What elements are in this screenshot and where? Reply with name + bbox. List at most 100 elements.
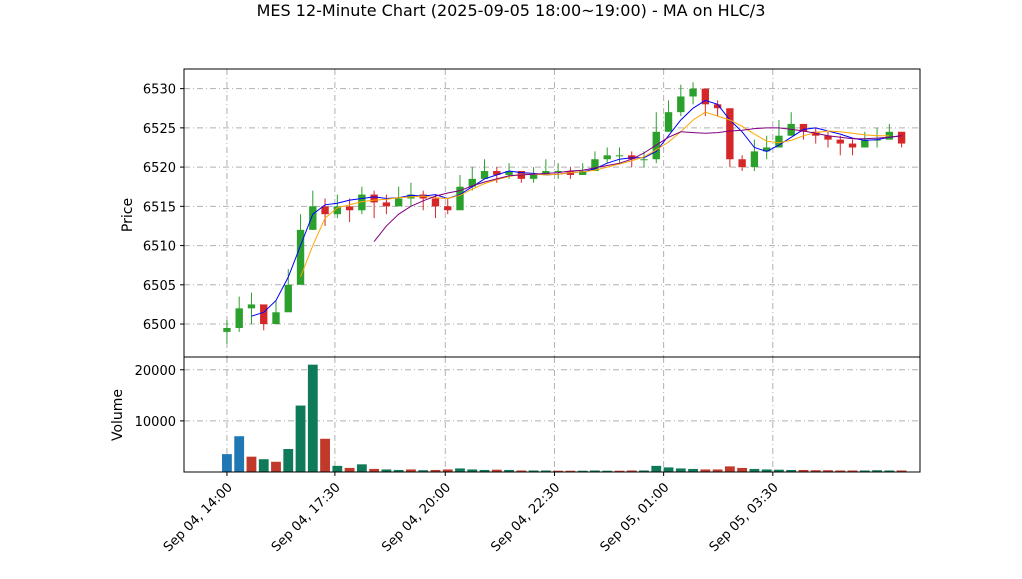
candle-body	[223, 327, 231, 332]
candle-body	[848, 143, 857, 148]
moving-average-line	[300, 111, 890, 278]
candle-body	[321, 206, 329, 215]
candle-body	[272, 312, 280, 325]
volume-bar	[246, 456, 257, 472]
price-tick-label: 6530	[143, 83, 176, 98]
candle-body	[235, 308, 243, 328]
candle-body	[554, 171, 562, 173]
candle-body	[468, 178, 476, 187]
volume-bar	[835, 470, 846, 472]
candle-body	[701, 88, 710, 105]
volume-bar	[737, 467, 748, 472]
x-tick-label: Sep 04, 14:00	[161, 480, 236, 555]
candle-body	[603, 155, 611, 160]
candle-body	[444, 206, 452, 211]
candle-body	[296, 229, 305, 285]
volume-bar	[320, 438, 330, 472]
price-tick-label: 6505	[143, 279, 176, 294]
volume-axis-label: Volume	[110, 389, 126, 441]
candle-body	[309, 206, 317, 230]
candle-body	[260, 304, 268, 325]
volume-bar	[258, 459, 269, 472]
candle-body	[861, 139, 869, 148]
volume-bar	[295, 405, 306, 472]
volume-bar	[504, 469, 514, 472]
x-tick-label: Sep 05, 01:00	[598, 480, 673, 555]
volume-bar	[332, 465, 343, 472]
candle-body	[394, 198, 403, 207]
x-axis-ticks: Sep 04, 14:00 Sep 04, 17:30 Sep 04, 20:00 S…	[161, 472, 782, 555]
candle-body	[370, 194, 378, 203]
volume-bar	[418, 470, 429, 472]
volume-bar	[798, 469, 809, 472]
volume-bar	[663, 467, 674, 472]
price-tick-label: 6510	[143, 240, 176, 255]
price-tick-label: 6525	[143, 122, 176, 137]
candle-body	[480, 171, 489, 179]
candle-body	[873, 139, 881, 141]
volume-bar	[283, 449, 294, 472]
candle-body	[897, 131, 906, 144]
volume-bar	[749, 468, 760, 472]
candlestick-series	[223, 82, 906, 344]
volume-bar	[724, 466, 735, 472]
price-panel-frame	[183, 68, 921, 358]
volume-bar	[614, 470, 625, 472]
price-y-ticks: 6500 6505 6510 6515 6520 6525 6530	[143, 83, 184, 333]
moving-average-line	[373, 127, 902, 242]
volume-bar	[271, 461, 281, 472]
candle-body	[799, 123, 808, 132]
candle-body	[836, 139, 844, 144]
volume-bar	[565, 470, 576, 472]
x-tick-label: Sep 04, 17:30	[269, 480, 344, 555]
candle-body	[505, 171, 513, 175]
volume-tick-label: 20000	[135, 364, 176, 379]
candle-body	[431, 198, 440, 207]
candle-body	[345, 206, 354, 211]
volume-bar	[712, 469, 723, 472]
volume-bar	[430, 469, 441, 472]
volume-bar	[406, 469, 416, 472]
candle-body	[529, 174, 538, 179]
volume-bar	[847, 470, 858, 472]
volume-bar	[234, 436, 245, 472]
x-tick-label: Sep 05, 03:30	[707, 480, 782, 555]
volume-bar	[786, 469, 797, 472]
volume-bar	[761, 469, 772, 472]
candle-body	[689, 88, 697, 97]
volume-bar	[307, 364, 318, 472]
candle-body	[713, 104, 722, 109]
candle-body	[284, 284, 292, 313]
volume-bar	[369, 468, 380, 472]
candle-body	[591, 159, 599, 172]
volume-bar	[455, 468, 465, 472]
candle-body	[615, 155, 624, 157]
volume-bar	[381, 469, 392, 472]
volume-bar	[823, 470, 833, 472]
volume-bar	[675, 468, 686, 472]
candle-body	[775, 135, 783, 148]
volume-bar	[602, 470, 613, 472]
volume-bar	[344, 467, 355, 472]
volume-bar	[884, 470, 895, 472]
volume-bar	[651, 465, 662, 472]
x-tick-label: Sep 04, 20:00	[379, 480, 454, 555]
volume-bar	[577, 470, 588, 472]
candle-body	[664, 112, 673, 132]
price-tick-label: 6500	[143, 318, 176, 333]
volume-bar	[528, 470, 539, 472]
candle-body	[824, 135, 832, 140]
price-tick-label: 6515	[143, 200, 176, 215]
volume-bar	[356, 464, 367, 472]
volume-bar	[540, 470, 551, 472]
candle-body	[358, 194, 366, 211]
candle-body	[456, 186, 464, 211]
volume-bar	[639, 470, 649, 472]
chart-title: MES 12-Minute Chart (2025-09-05 18:00~19…	[257, 1, 766, 20]
candle-body	[247, 304, 256, 309]
volume-bar	[700, 469, 711, 472]
volume-bar	[590, 470, 600, 472]
volume-bar	[393, 469, 404, 472]
